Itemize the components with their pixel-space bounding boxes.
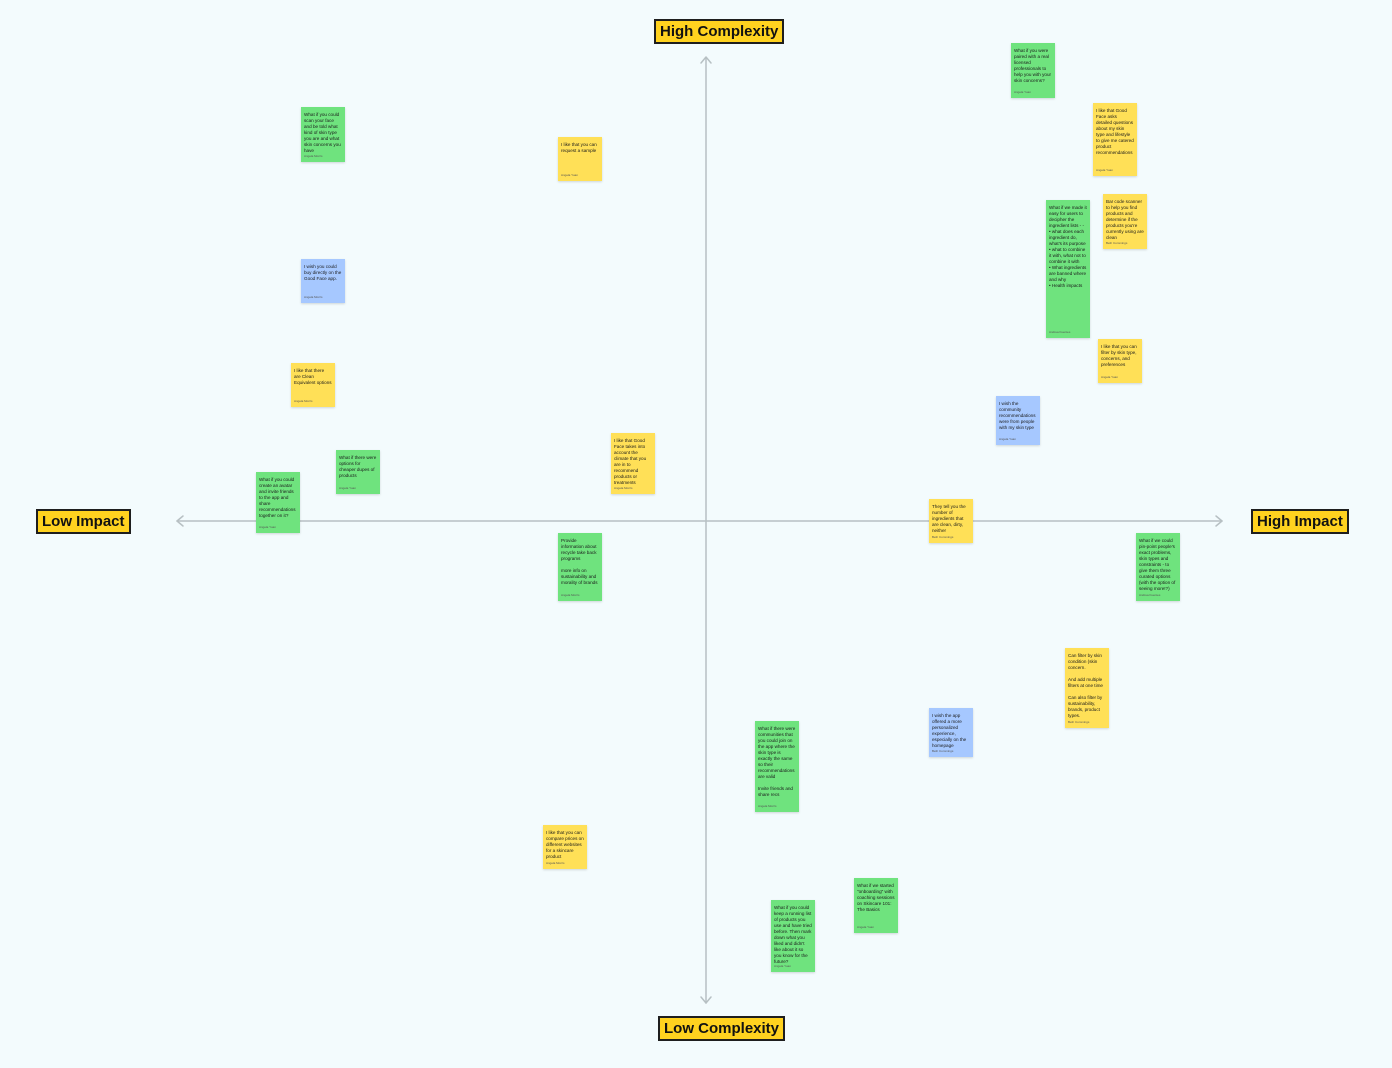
sticky-note-text: Provide information about recycle take b… [561,538,598,585]
sticky-note-author: Angela Morris [294,399,313,403]
sticky-note-text: What if there were options for cheaper d… [339,455,378,478]
sticky-note[interactable]: What if there were communities that you … [755,721,799,812]
sticky-note[interactable]: I wish you could buy directly on the Goo… [301,259,345,303]
sticky-note-author: Andrea Fuentes [1139,593,1161,597]
sticky-note[interactable]: I wish the app offered a more personaliz… [929,708,973,757]
sticky-note[interactable]: I like that Good Face takes into account… [611,433,655,494]
sticky-note-author: Angela Morris [546,861,565,865]
vertical-axis-arrow-bottom [700,996,712,1004]
sticky-note-author: Angela Morris [304,154,323,158]
sticky-note[interactable]: I like that you can filter by skin type,… [1098,339,1142,383]
sticky-note-text: What if we started "onboarding" with coa… [857,883,896,912]
sticky-note[interactable]: What if you could scan your face and be … [301,107,345,162]
sticky-note-text: I like that you can filter by skin type,… [1101,344,1139,367]
sticky-note-author: Angela Morris [304,295,323,299]
axis-label-high-impact: High Impact [1251,509,1349,534]
sticky-note[interactable]: What if we started "onboarding" with coa… [854,878,898,933]
sticky-note[interactable]: I like that Good Face asks detailed ques… [1093,103,1137,176]
sticky-note-author: Angela Yuan [259,525,276,529]
sticky-note-author: Angela Morris [758,804,777,808]
sticky-note[interactable]: I like that you can compare prices on di… [543,825,587,869]
sticky-note[interactable]: They tell you the number of ingredients … [929,499,973,543]
sticky-note-text: What if you could scan your face and be … [304,112,343,153]
sticky-note-text: What if you were paired with a real lice… [1014,48,1053,83]
sticky-note[interactable]: I like that there are Clean Equivalent o… [291,363,335,407]
sticky-note-author: Angela Yuan [999,437,1016,441]
sticky-note-text: I wish the community recommendations wer… [999,401,1037,430]
sticky-note[interactable]: I wish the community recommendations wer… [996,396,1040,445]
sticky-note-author: Andrea Fuentes [1049,330,1071,334]
sticky-note-author: Angela Yuan [561,173,578,177]
sticky-note[interactable]: I like that you can request a sample Ang… [558,137,602,181]
sticky-note-text: What if we made it easy for users to dec… [1049,205,1087,288]
sticky-note-author: Angela Yuan [339,486,356,490]
sticky-note-text: I like that there are Clean Equivalent o… [294,368,332,385]
sticky-note-text: They tell you the number of ingredients … [932,504,967,533]
sticky-note-text: What if you could create an avatar and i… [259,477,297,518]
sticky-note-author: Angela Yuan [774,964,791,968]
vertical-axis-arrow-top [700,56,712,64]
sticky-note-text: I like that you can compare prices on di… [546,830,586,859]
sticky-note-author: Angela Yuan [1096,168,1113,172]
sticky-note-text: Can filter by skin condition (skin conce… [1068,653,1103,718]
sticky-note-text: I wish you could buy directly on the Goo… [304,264,343,281]
sticky-note[interactable]: Provide information about recycle take b… [558,533,602,601]
sticky-note[interactable]: What if there were options for cheaper d… [336,450,380,494]
axis-label-low-impact: Low Impact [36,509,131,534]
horizontal-axis-arrow-right [1215,515,1223,527]
axis-label-low-complexity: Low Complexity [658,1016,786,1041]
sticky-note[interactable]: What if you could keep a running list of… [771,900,815,972]
sticky-note-author: Angela Yuan [1101,375,1118,379]
sticky-note-author: Beth Cummings [932,535,954,539]
sticky-note[interactable]: What if we made it easy for users to dec… [1046,200,1090,338]
sticky-note[interactable]: What if you were paired with a real lice… [1011,43,1055,98]
sticky-note-text: What if we could pin-point people's exac… [1139,538,1177,591]
sticky-note[interactable]: What if you could create an avatar and i… [256,472,300,533]
axis-label-high-complexity: High Complexity [654,19,785,44]
sticky-note-text: I wish the app offered a more personaliz… [932,713,968,748]
sticky-note-text: Bar code scanner to help you find produc… [1106,199,1146,240]
sticky-note-text: What if you could keep a running list of… [774,905,814,964]
sticky-note-text: What if there were communities that you … [758,726,796,797]
sticky-note-author: Angela Yuan [1014,90,1031,94]
sticky-note-author: Angela Morris [614,486,633,490]
sticky-note-author: Angela Morris [561,593,580,597]
sticky-note-author: Beth Cummings [1068,720,1090,724]
sticky-note-text: I like that Good Face asks detailed ques… [1096,108,1136,155]
horizontal-axis-arrow-left [176,515,184,527]
sticky-note-author: Beth Cummings [1106,241,1128,245]
sticky-note[interactable]: Bar code scanner to help you find produc… [1103,194,1147,249]
sticky-note-author: Angela Yuan [857,925,874,929]
sticky-note[interactable]: Can filter by skin condition (skin conce… [1065,648,1109,728]
sticky-note-text: I like that you can request a sample [561,142,599,153]
sticky-note-text: I like that Good Face takes into account… [614,438,648,485]
sticky-note[interactable]: What if we could pin-point people's exac… [1136,533,1180,601]
sticky-note-author: Beth Cummings [932,749,954,753]
